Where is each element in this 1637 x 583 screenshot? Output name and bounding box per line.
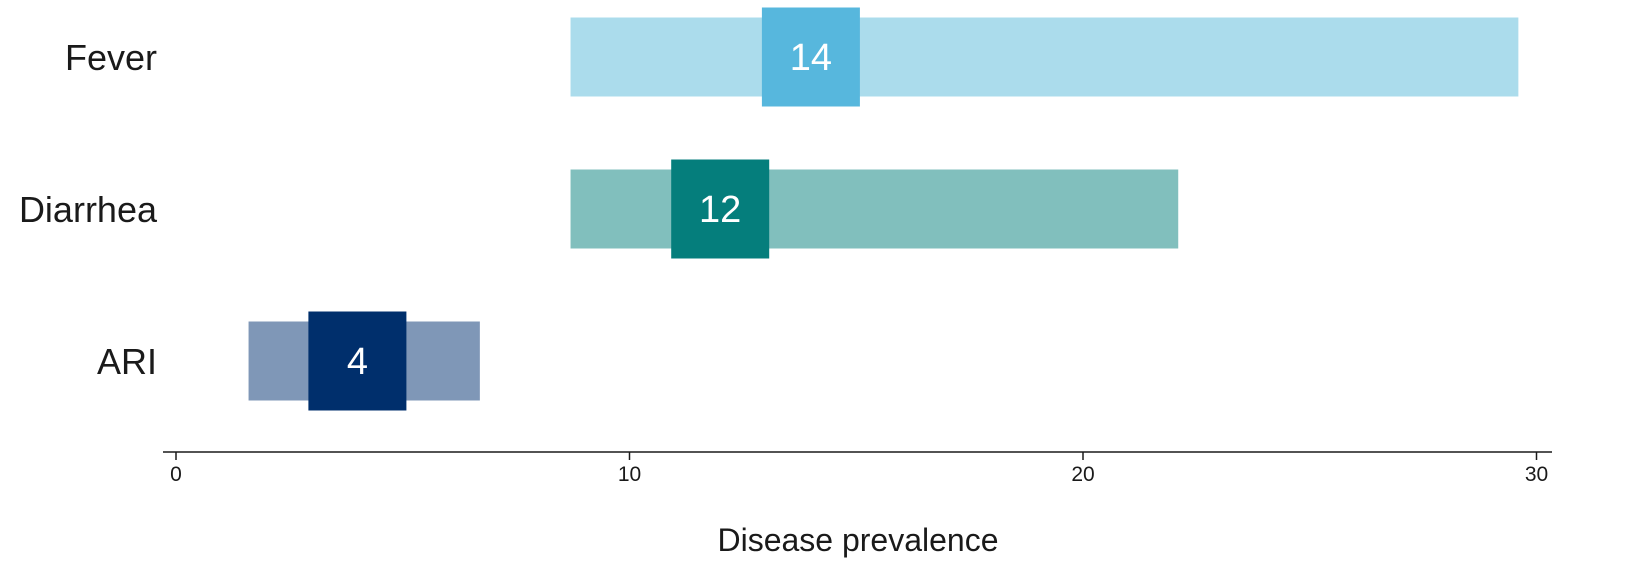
x-axis: 0 10 20 30: [163, 451, 1552, 486]
point-marker-fever: [761, 7, 860, 107]
category-label-ari: ARI: [97, 341, 157, 382]
bar-layer: 14 12 4: [248, 7, 1519, 411]
x-tick-label: 20: [1071, 463, 1094, 486]
point-marker-ari: [308, 311, 407, 411]
category-label-diarrhea: Diarrhea: [19, 189, 158, 230]
x-tick-label: 0: [170, 463, 182, 486]
category-labels: Fever Diarrhea ARI: [19, 37, 158, 382]
category-label-fever: Fever: [65, 37, 157, 78]
range-bar-diarrhea: [570, 169, 1179, 249]
data-label-diarrhea: 12: [699, 189, 741, 231]
x-axis-title: Disease prevalence: [717, 522, 998, 558]
x-tick-label: 10: [618, 463, 641, 486]
data-label-ari: 4: [347, 341, 368, 383]
data-label-fever: 14: [790, 37, 832, 79]
x-tick-label: 30: [1525, 463, 1548, 486]
range-bar-fever: [570, 17, 1519, 97]
point-marker-diarrhea: [671, 159, 770, 259]
